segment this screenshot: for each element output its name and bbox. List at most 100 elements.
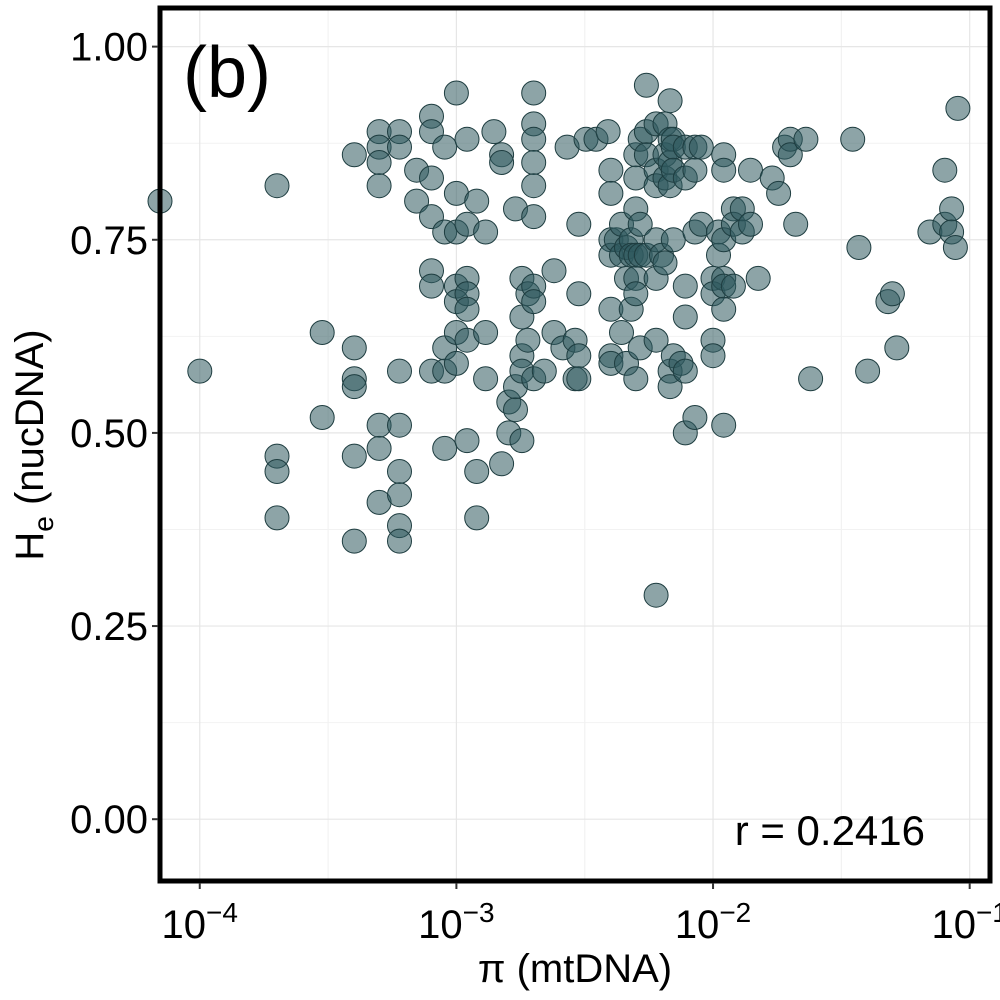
- data-point: [309, 405, 335, 430]
- data-point: [521, 126, 547, 152]
- data-point: [443, 350, 469, 376]
- data-point: [387, 412, 412, 438]
- data-point: [657, 88, 683, 114]
- data-point: [454, 126, 480, 152]
- y-axis: 0.00 0.25 0.50 0.75 1.00: [70, 26, 158, 842]
- data-point: [454, 428, 480, 454]
- data-point: [595, 119, 621, 145]
- data-point: [521, 173, 547, 199]
- data-point: [521, 289, 547, 315]
- data-point: [738, 157, 763, 183]
- data-point: [846, 235, 872, 260]
- data-point: [939, 196, 965, 222]
- data-point: [672, 273, 698, 299]
- data-point: [711, 157, 737, 183]
- data-point: [464, 188, 490, 214]
- data-point: [657, 374, 683, 400]
- data-point: [404, 188, 430, 214]
- correlation-annotation: r = 0.2416: [735, 807, 925, 854]
- x-tick-label: 10−3: [418, 897, 494, 947]
- data-point: [264, 459, 290, 484]
- data-point: [793, 126, 819, 152]
- data-point: [366, 173, 392, 199]
- data-point: [745, 265, 771, 291]
- data-point: [515, 327, 541, 353]
- data-point: [481, 119, 507, 145]
- data-point: [387, 358, 412, 384]
- data-point: [443, 80, 469, 106]
- data-point: [623, 281, 649, 307]
- data-point: [309, 320, 335, 345]
- panel-label: (b): [183, 33, 271, 113]
- data-point: [682, 405, 708, 430]
- data-point: [623, 366, 649, 392]
- data-point: [387, 528, 412, 554]
- data-point: [738, 211, 763, 237]
- y-tick-label: 0.50: [70, 412, 148, 456]
- data-point: [187, 358, 213, 384]
- data-point: [419, 273, 444, 299]
- data-point: [387, 482, 412, 508]
- data-point: [777, 142, 803, 168]
- data-point: [419, 165, 444, 191]
- data-point: [521, 150, 547, 175]
- data-point: [264, 173, 290, 199]
- data-point: [711, 296, 737, 322]
- data-point: [541, 258, 567, 284]
- data-point: [503, 397, 528, 423]
- data-point: [473, 219, 499, 245]
- data-point: [633, 72, 659, 98]
- data-point: [566, 366, 592, 392]
- svg-text:He (nucDNA): He (nucDNA): [8, 329, 59, 560]
- data-point: [672, 358, 698, 384]
- y-axis-title-sub: e: [28, 516, 59, 532]
- plot-frame: [157, 5, 993, 884]
- data-point: [700, 343, 726, 369]
- data-point: [720, 273, 746, 299]
- y-axis-title: He (nucDNA): [8, 329, 59, 560]
- y-tick-label: 1.00: [70, 26, 148, 70]
- data-point: [366, 435, 392, 461]
- y-axis-title-unit: nucDNA: [8, 342, 52, 491]
- data-point: [682, 157, 708, 183]
- data-point: [341, 335, 367, 361]
- data-point: [840, 126, 866, 152]
- data-point: [627, 211, 653, 237]
- data-point: [489, 150, 515, 175]
- data-point: [942, 235, 968, 260]
- data-point: [432, 435, 458, 461]
- data-point: [454, 296, 480, 322]
- data-point: [521, 80, 547, 106]
- data-point: [879, 281, 905, 307]
- x-tick-label: 10−4: [162, 897, 238, 947]
- data-point: [945, 95, 971, 121]
- data-point: [341, 374, 367, 400]
- data-point: [566, 281, 592, 307]
- data-point: [341, 443, 367, 469]
- data-point: [672, 304, 698, 330]
- y-tick-label: 0.25: [70, 605, 148, 649]
- data-point: [783, 211, 809, 237]
- y-tick-label: 0.00: [70, 798, 148, 842]
- x-axis-title: π (mtDNA): [478, 947, 672, 991]
- data-point: [387, 459, 412, 484]
- data-point: [609, 320, 634, 345]
- data-point: [643, 327, 669, 353]
- data-point: [598, 180, 624, 206]
- x-tick-label: 10−2: [675, 897, 751, 947]
- data-point: [688, 134, 714, 160]
- data-point: [643, 582, 669, 608]
- data-point: [464, 459, 490, 484]
- data-point: [652, 250, 678, 276]
- y-axis-title-main: H: [8, 532, 52, 561]
- x-tick-label: 10−1: [931, 897, 1000, 947]
- data-point: [432, 134, 458, 160]
- data-point: [387, 134, 412, 160]
- data-point: [531, 358, 557, 384]
- data-point: [884, 335, 910, 361]
- data-point: [366, 150, 392, 175]
- data-point: [464, 505, 490, 531]
- data-point: [341, 142, 367, 168]
- data-point: [855, 358, 881, 384]
- data-point: [660, 227, 686, 253]
